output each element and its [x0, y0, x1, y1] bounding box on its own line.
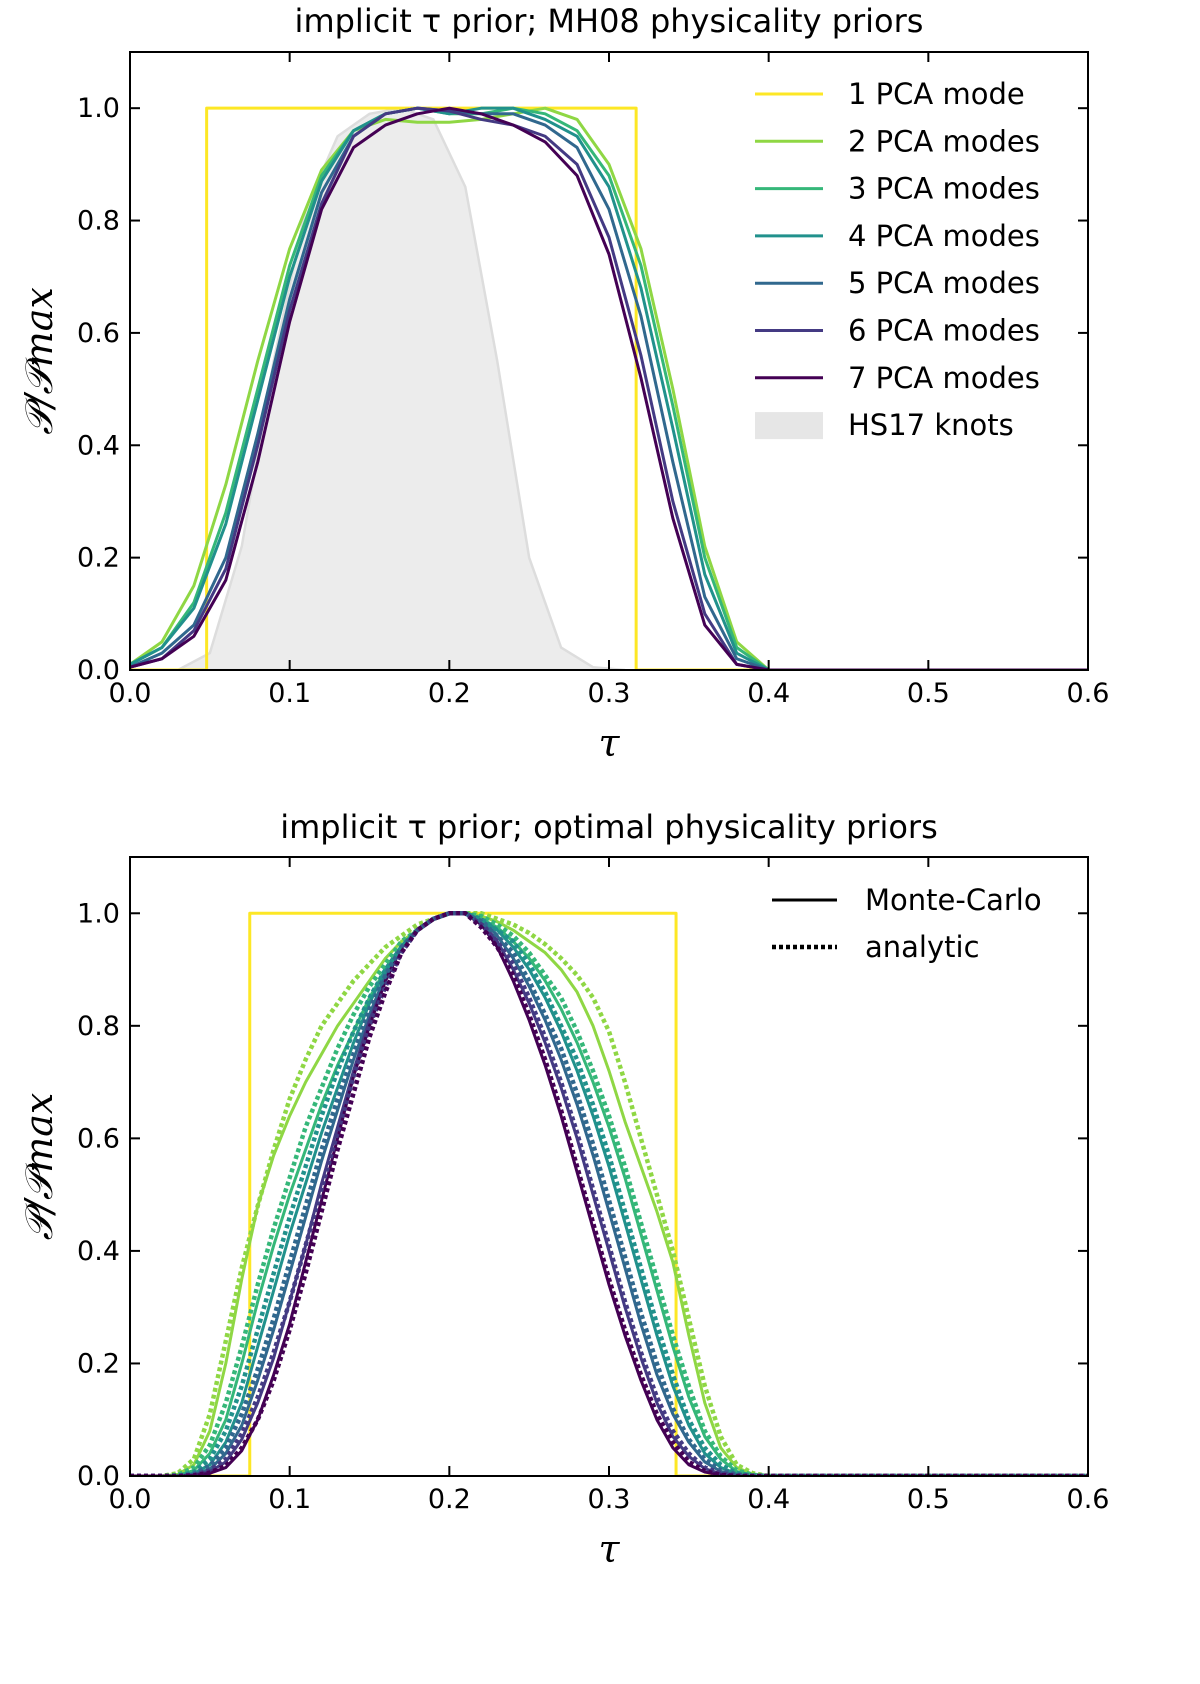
x-tick-label: 0.5 — [907, 678, 950, 709]
legend: 1 PCA mode 2 PCA modes 3 PCA modes 4 PCA mo… — [755, 77, 1040, 442]
y-tick-label: 0.4 — [77, 430, 120, 461]
legend-label: 2 PCA modes — [848, 124, 1040, 158]
plot-area — [130, 106, 1088, 670]
x-tick-label: 0.4 — [747, 1484, 790, 1515]
6-pca-modes-analytic-line — [130, 911, 1088, 1476]
panel-mh08: 0.0 0.1 0.2 0.3 0.4 0.5 0.6 0.0 0.2 0.4 0.6 0.8 1.0 i… — [17, 2, 1109, 765]
4-pca-modes-analytic-line — [130, 911, 1088, 1476]
y-tick-label: 0.8 — [77, 1011, 120, 1042]
legend: Monte-Carlo analytic — [772, 883, 1042, 964]
y-tick-label: 0.8 — [77, 206, 120, 237]
y-tick-label: 0.2 — [77, 1348, 120, 1379]
x-tick-label: 0.2 — [428, 678, 471, 709]
x-tick-label: 0.4 — [747, 678, 790, 709]
x-tick-label: 0.0 — [109, 678, 152, 709]
y-tick-label: 0.6 — [77, 318, 120, 349]
legend-label: HS17 knots — [848, 408, 1014, 442]
y-tick-label: 0.4 — [77, 1236, 120, 1267]
x-tick-label: 0.1 — [268, 1484, 311, 1515]
x-tick-label: 0.3 — [588, 1484, 631, 1515]
6-pca-modes-line — [130, 106, 1088, 670]
2-pca-modes-line — [130, 106, 1088, 670]
legend-label: 1 PCA mode — [848, 77, 1025, 111]
panel-optimal: 0.0 0.1 0.2 0.3 0.4 0.5 0.6 0.0 0.2 0.4 0.6 0.8 1.0 i… — [17, 808, 1109, 1571]
x-tick-label: 0.6 — [1067, 1484, 1110, 1515]
x-axis-label: τ — [598, 1527, 620, 1571]
7-pca-modes-line — [130, 106, 1088, 670]
chart-title: implicit τ prior; optimal physicality pr… — [280, 808, 938, 846]
x-tick-label: 0.1 — [268, 678, 311, 709]
x-axis-label: τ — [598, 721, 620, 765]
x-tick-label: 0.0 — [109, 1484, 152, 1515]
chart-title: implicit τ prior; MH08 physicality prior… — [295, 2, 924, 40]
plot-area — [130, 911, 1088, 1476]
7-pca-modes-analytic-line — [130, 911, 1088, 1476]
legend-label: 3 PCA modes — [848, 172, 1040, 206]
y-tick-label: 1.0 — [77, 898, 120, 929]
2-pca-modes-analytic-line — [130, 911, 1088, 1476]
y-axis-label: 𝒫/𝒫max — [17, 287, 61, 435]
x-tick-label: 0.3 — [588, 678, 631, 709]
y-tick-label: 0.0 — [77, 1461, 120, 1492]
x-tick-label: 0.6 — [1067, 678, 1110, 709]
y-tick-label: 0.2 — [77, 543, 120, 574]
hs17-knots-area — [177, 106, 626, 670]
y-tick-label: 1.0 — [77, 93, 120, 124]
legend-label: analytic — [865, 930, 980, 964]
y-axis-label: 𝒫/𝒫max — [17, 1093, 61, 1241]
legend-label: 6 PCA modes — [848, 314, 1040, 348]
legend-label: Monte-Carlo — [865, 883, 1042, 917]
x-tick-label: 0.2 — [428, 1484, 471, 1515]
x-tick-label: 0.5 — [907, 1484, 950, 1515]
y-tick-label: 0.6 — [77, 1123, 120, 1154]
legend-label: 5 PCA modes — [848, 266, 1040, 300]
legend-swatch-patch — [755, 412, 823, 440]
5-pca-modes-analytic-line — [130, 911, 1088, 1476]
legend-label: 7 PCA modes — [848, 361, 1040, 395]
legend-label: 4 PCA modes — [848, 219, 1040, 253]
y-tick-label: 0.0 — [77, 655, 120, 686]
